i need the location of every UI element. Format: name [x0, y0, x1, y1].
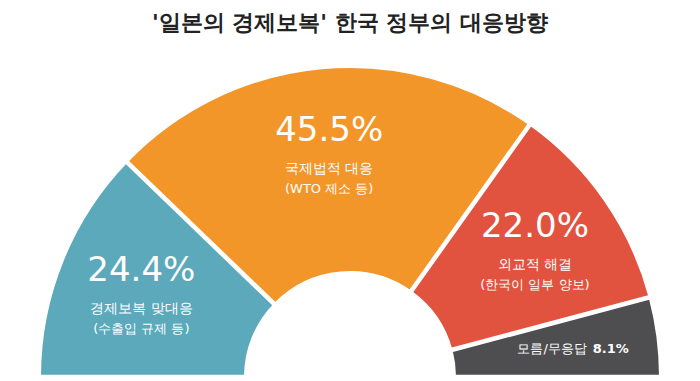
svg-text:22.0%: 22.0%	[481, 205, 589, 245]
svg-text:(한국이 일부 양보): (한국이 일부 양보)	[480, 277, 589, 292]
svg-text:24.4%: 24.4%	[87, 249, 195, 289]
svg-text:모름/무응답8.1%: 모름/무응답8.1%	[517, 341, 628, 356]
html-text:'일본의 경제보복' 한국 정부의 대응방향: '일본의 경제보복' 한국 정부의 대응방향	[151, 10, 548, 35]
svg-text:국제법적 대응: 국제법적 대응	[285, 160, 373, 176]
svg-text:외교적 해결: 외교적 해결	[498, 256, 572, 272]
svg-text:(WTO 제소 등): (WTO 제소 등)	[285, 181, 373, 196]
svg-text:(수출입 규제 등): (수출입 규제 등)	[93, 321, 189, 336]
svg-text:45.5%: 45.5%	[275, 109, 383, 149]
svg-text:경제보복 맞대응: 경제보복 맞대응	[90, 300, 192, 316]
